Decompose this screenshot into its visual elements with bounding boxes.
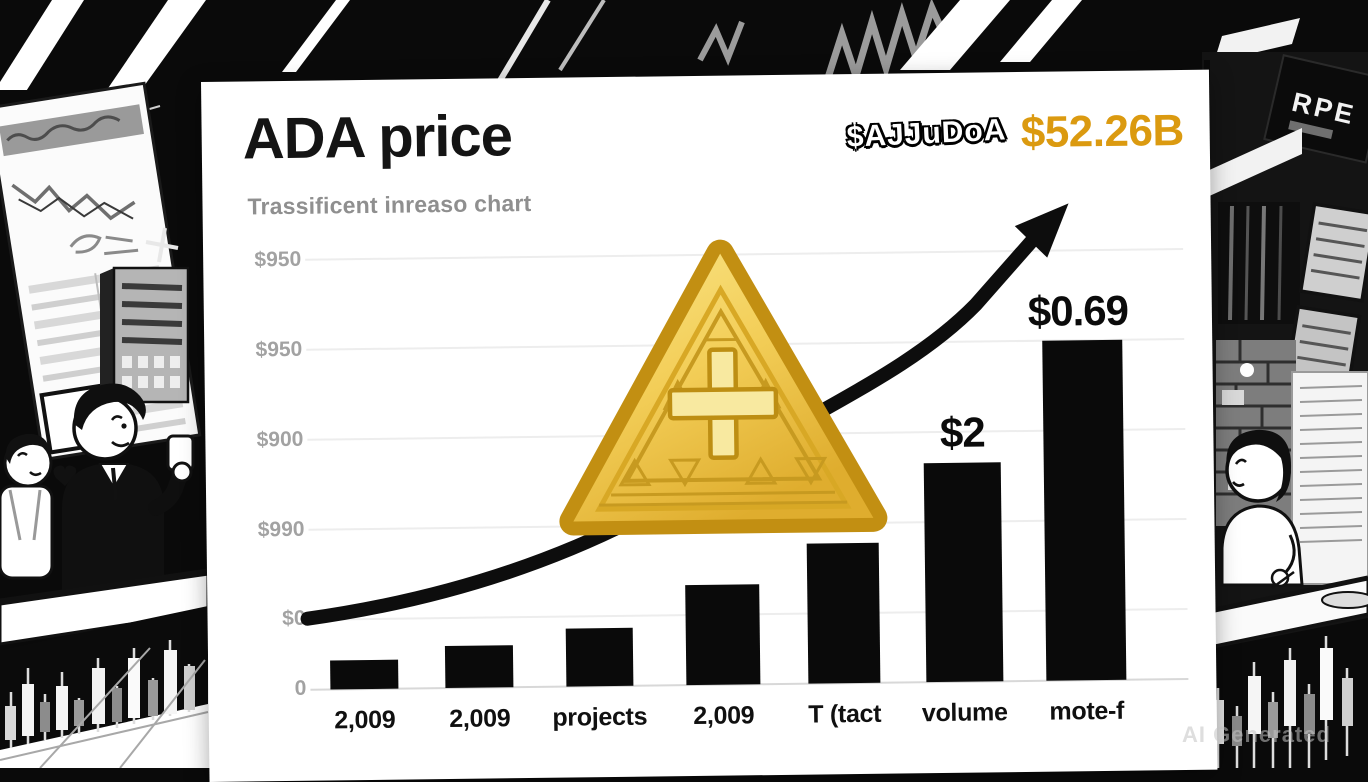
y-tick-label: $950 [254, 247, 302, 272]
y-tick-label: $0 [282, 606, 306, 631]
market-cap-block: $AJJuDoA $52.26B [846, 106, 1184, 160]
left-street-scene [0, 81, 210, 768]
x-tick-label: mote-f [1049, 696, 1125, 726]
sky-cross-icon [145, 227, 179, 263]
gridline [305, 248, 1184, 261]
x-tick-label: 2,009 [693, 701, 755, 731]
x-tick-label: 2,009 [449, 704, 511, 734]
x-tick-label: T (tact [808, 699, 882, 729]
trader-character [62, 383, 195, 600]
x-tick-label: 2,009 [334, 705, 396, 735]
coin-engraving-triangles [599, 308, 848, 507]
bar-value-label: $2 [939, 408, 985, 456]
floor-grid [0, 647, 209, 768]
candlestick-band-left [0, 606, 208, 750]
ai-watermark: AI Generated [1182, 722, 1331, 747]
gold-triangle-coin-icon [559, 239, 888, 536]
bar-projects [565, 627, 634, 687]
bar-value-label: $0.69 [1027, 286, 1129, 335]
coin-plus-icon [667, 347, 779, 461]
y-tick-label: 0 [294, 676, 307, 700]
window-grid [1218, 202, 1300, 324]
candlestick-band-right [1205, 618, 1368, 768]
right-office-scene: RPE [1202, 52, 1368, 768]
x-tick-label: volume [921, 698, 1008, 728]
chart-subtitle: Trassificent inreaso chart [247, 189, 532, 220]
x-tick-label: projects [552, 702, 648, 732]
heart-icon [53, 465, 77, 486]
market-cap-value: $52.26B [1020, 106, 1184, 157]
bar-2009-a [330, 659, 399, 690]
zigzag-chart-line [822, 0, 952, 88]
chart-card: ADA price Trassificent inreaso chart $AJ… [201, 69, 1218, 782]
y-tick-label: $950 [255, 337, 303, 362]
bar-2009-b [444, 645, 514, 689]
market-cap-garbled-label: $AJJuDoA [846, 113, 1008, 154]
y-tick-label: $990 [257, 517, 305, 542]
bar-2009-c [685, 584, 761, 686]
bar-motef [1042, 339, 1127, 681]
sketched-line-chart [11, 183, 136, 221]
scribble-papers [1291, 371, 1368, 585]
kid-character [0, 433, 54, 580]
analyst-character [1220, 429, 1304, 590]
building-illustration [100, 266, 190, 408]
page-title: ADA price [242, 103, 513, 172]
bar-t-tact [806, 542, 881, 684]
pen [1271, 570, 1295, 590]
bar-volume [923, 462, 1004, 683]
y-tick-label: $900 [256, 427, 304, 452]
